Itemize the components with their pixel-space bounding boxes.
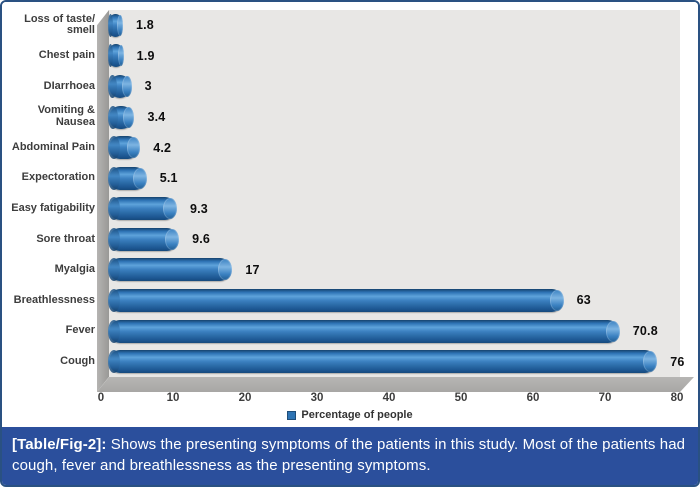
x-axis-tick: 80 <box>670 392 684 404</box>
bar-row: Myalgia 17 <box>2 255 698 286</box>
bar <box>108 288 564 312</box>
chart-canvas: Loss of taste/ smell 1.8 Chest pain 1.9 … <box>2 2 698 429</box>
bar-row: Breathlessness 63 <box>2 285 698 316</box>
category-label: Cough <box>60 354 95 367</box>
value-label: 9.3 <box>189 201 208 216</box>
category-label: Chest pain <box>38 49 95 62</box>
category-label: Vomiting & Nausea <box>37 104 95 129</box>
value-label: 3 <box>144 79 152 94</box>
x-axis-tick: 0 <box>97 392 105 404</box>
chart-left-wall <box>97 10 109 392</box>
value-label: 17 <box>245 262 260 277</box>
chart-plot-background <box>109 10 680 377</box>
category-label: Abdominal Pain <box>11 140 95 153</box>
bar <box>107 105 135 129</box>
x-axis-tick: 10 <box>166 392 180 404</box>
value-label: 3.4 <box>147 110 166 125</box>
x-axis: 0 10 20 30 40 50 60 70 80 <box>2 392 698 406</box>
bar-row: DIarrhoea 3 <box>2 71 698 102</box>
category-label: Sore throat <box>36 232 95 245</box>
bar-row: Vomiting & Nausea 3.4 <box>2 102 698 133</box>
value-label: 4.2 <box>153 140 172 155</box>
bar-row: Easy fatigability 9.3 <box>2 193 698 224</box>
value-label: 1.9 <box>136 48 155 63</box>
bar-rows: Loss of taste/ smell 1.8 Chest pain 1.9 … <box>2 10 698 377</box>
value-label: 5.1 <box>159 171 178 186</box>
bar-row: Expectoration 5.1 <box>2 163 698 194</box>
bar-row: Fever 70.8 <box>2 316 698 347</box>
bar <box>108 166 147 190</box>
bar <box>108 319 620 343</box>
category-label: Easy fatigability <box>11 201 95 214</box>
bar-row: Chest pain 1.9 <box>2 41 698 72</box>
category-label: DIarrhoea <box>43 79 95 92</box>
value-label: 70.8 <box>632 324 658 339</box>
bar-row: Cough 76 <box>2 346 698 377</box>
x-axis-tick: 70 <box>598 392 612 404</box>
bar <box>108 44 124 68</box>
x-axis-tick: 20 <box>238 392 252 404</box>
caption-text: Shows the presenting symptoms of the pat… <box>12 436 686 475</box>
legend-label: Percentage of people <box>301 409 413 421</box>
x-axis-tick: 30 <box>310 392 324 404</box>
category-label: Myalgia <box>54 263 95 276</box>
x-axis-tick: 50 <box>454 392 468 404</box>
category-label: Fever <box>65 324 95 337</box>
legend: Percentage of people <box>2 409 698 421</box>
chart-floor <box>97 377 694 392</box>
value-label: 1.8 <box>135 18 154 33</box>
value-label: 63 <box>576 293 591 308</box>
value-label: 9.6 <box>192 232 211 247</box>
category-label: Loss of taste/ smell <box>24 12 95 37</box>
bar-row: Sore throat 9.6 <box>2 224 698 255</box>
bar <box>107 136 141 160</box>
x-axis-tick: 60 <box>526 392 540 404</box>
bar <box>107 258 233 282</box>
category-label: Expectoration <box>21 171 95 184</box>
bar-row: Abdominal Pain 4.2 <box>2 132 698 163</box>
bar <box>108 74 132 98</box>
bar-row: Loss of taste/ smell 1.8 <box>2 10 698 41</box>
value-label: 76 <box>670 354 685 369</box>
bar <box>107 227 180 251</box>
caption-tag: [Table/Fig-2]: <box>12 436 107 453</box>
bar <box>107 350 658 374</box>
category-label: Breathlessness <box>13 293 95 306</box>
figure-caption: [Table/Fig-2]: Shows the presenting symp… <box>2 427 698 485</box>
bar <box>108 197 177 221</box>
bar <box>108 13 123 37</box>
legend-swatch-icon <box>287 410 297 420</box>
x-axis-tick: 40 <box>382 392 396 404</box>
